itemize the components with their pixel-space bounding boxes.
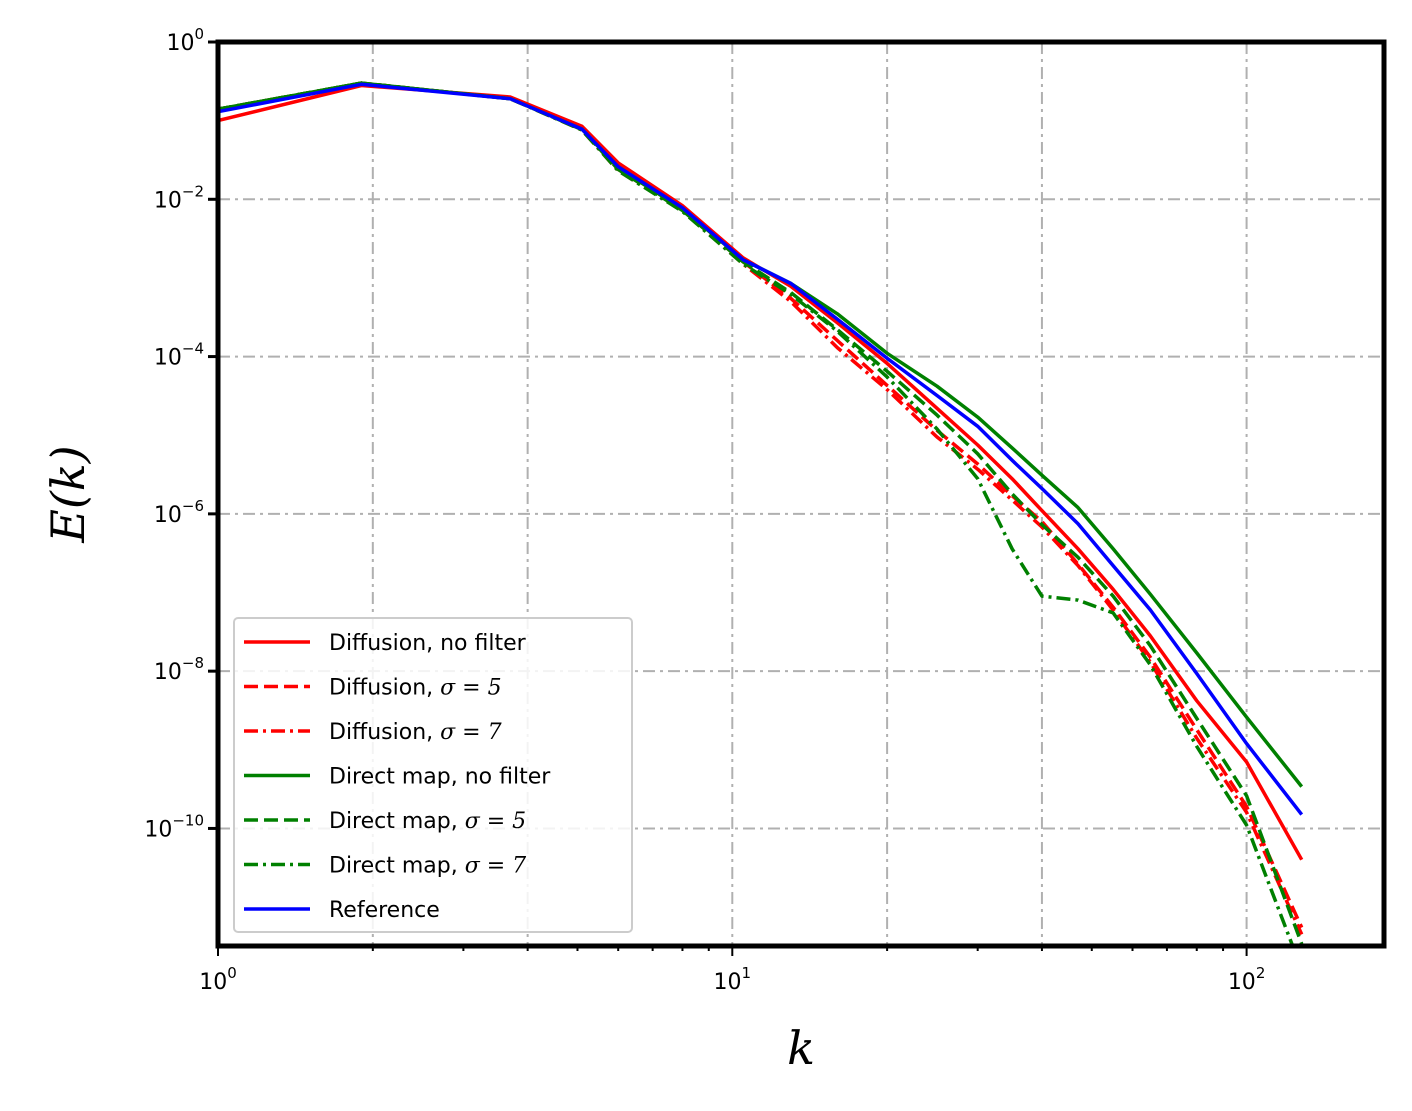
series-line-7 (218, 82, 1304, 816)
x-tick-label: 100 (199, 964, 237, 995)
y-axis-label: E(k) (41, 445, 95, 543)
plot-frame (215, 39, 1387, 949)
legend-label: Direct map, σ = 7 (329, 854, 526, 879)
y-tick-label: 10−4 (154, 340, 204, 371)
y-tick-label: 10−8 (154, 654, 204, 685)
series-line-1 (218, 83, 1304, 861)
y-tick-label: 10−10 (144, 811, 204, 842)
y-tick-label: 10−2 (154, 182, 204, 213)
x-tick-label: 101 (714, 964, 752, 995)
y-tick-label: 10−6 (154, 497, 204, 528)
y-tick-label: 100 (166, 25, 204, 56)
legend-label: Diffusion, σ = 5 (329, 676, 502, 701)
legend-label: Reference (329, 898, 440, 923)
x-axis-label: k (787, 1021, 815, 1075)
legend-label: Direct map, σ = 5 (329, 809, 526, 834)
legend-label: Direct map, no filter (329, 765, 551, 790)
legend-label: Diffusion, σ = 7 (329, 720, 502, 745)
x-tick-label: 102 (1228, 964, 1266, 995)
ticks: 100 10−2 10−4 10−6 10−8 10−10 100 101 102 (144, 25, 1265, 995)
legend-box (233, 617, 633, 933)
legend: Diffusion, no filter Diffusion, σ = 5 Diff… (233, 617, 633, 933)
legend-label: Diffusion, no filter (329, 631, 527, 656)
series-layer (218, 81, 1304, 946)
